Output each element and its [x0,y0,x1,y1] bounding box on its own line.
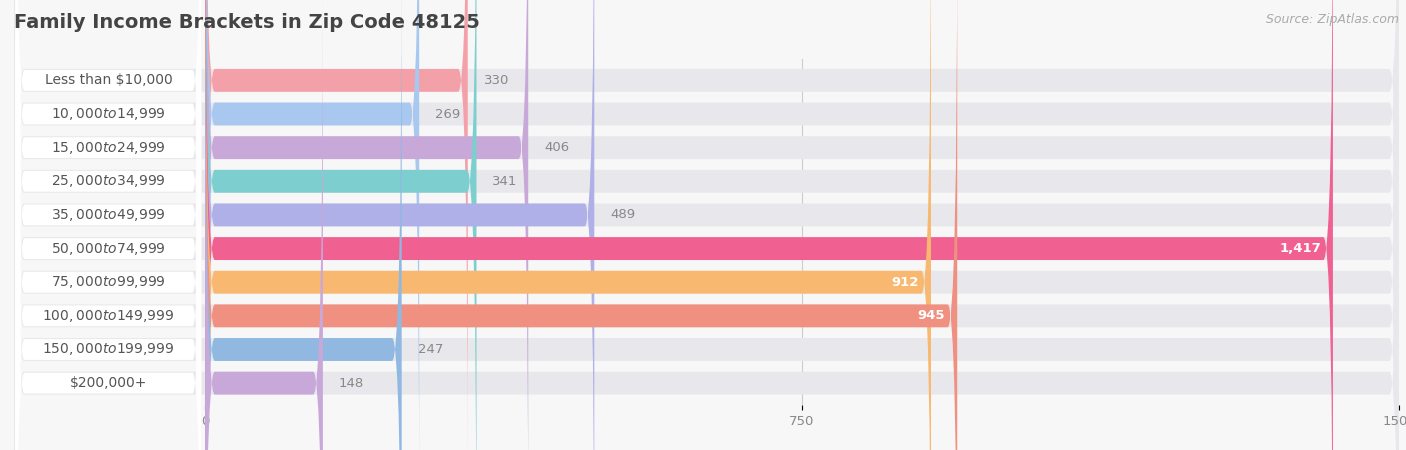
FancyBboxPatch shape [205,0,402,450]
Text: 330: 330 [484,74,509,87]
FancyBboxPatch shape [14,0,1399,450]
FancyBboxPatch shape [14,0,1399,450]
Text: 148: 148 [339,377,364,390]
Text: $75,000 to $99,999: $75,000 to $99,999 [51,274,166,290]
FancyBboxPatch shape [15,0,201,450]
FancyBboxPatch shape [14,0,1399,450]
Text: $200,000+: $200,000+ [70,376,148,390]
Text: $100,000 to $149,999: $100,000 to $149,999 [42,308,174,324]
Text: 945: 945 [918,309,945,322]
FancyBboxPatch shape [14,0,1399,450]
FancyBboxPatch shape [15,0,201,450]
Text: 341: 341 [492,175,517,188]
Text: Less than $10,000: Less than $10,000 [45,73,173,87]
FancyBboxPatch shape [205,0,419,450]
FancyBboxPatch shape [14,0,1399,450]
Text: $25,000 to $34,999: $25,000 to $34,999 [51,173,166,189]
FancyBboxPatch shape [14,0,1399,450]
FancyBboxPatch shape [14,0,1399,450]
FancyBboxPatch shape [14,0,1399,450]
FancyBboxPatch shape [205,0,529,450]
FancyBboxPatch shape [15,0,201,450]
Text: 489: 489 [610,208,636,221]
FancyBboxPatch shape [205,0,595,450]
Text: $35,000 to $49,999: $35,000 to $49,999 [51,207,166,223]
Text: $15,000 to $24,999: $15,000 to $24,999 [51,140,166,156]
FancyBboxPatch shape [205,0,468,450]
FancyBboxPatch shape [205,0,931,450]
Text: $50,000 to $74,999: $50,000 to $74,999 [51,241,166,256]
FancyBboxPatch shape [205,0,323,450]
FancyBboxPatch shape [14,0,1399,450]
Text: 912: 912 [891,276,920,289]
FancyBboxPatch shape [15,0,201,450]
FancyBboxPatch shape [15,0,201,450]
FancyBboxPatch shape [205,0,957,450]
FancyBboxPatch shape [205,0,477,450]
FancyBboxPatch shape [15,0,201,450]
FancyBboxPatch shape [15,0,201,433]
FancyBboxPatch shape [15,0,201,450]
Text: Family Income Brackets in Zip Code 48125: Family Income Brackets in Zip Code 48125 [14,14,479,32]
Text: $10,000 to $14,999: $10,000 to $14,999 [51,106,166,122]
Text: Source: ZipAtlas.com: Source: ZipAtlas.com [1265,14,1399,27]
FancyBboxPatch shape [15,0,201,450]
FancyBboxPatch shape [14,0,1399,450]
Text: 247: 247 [418,343,443,356]
Text: 406: 406 [544,141,569,154]
FancyBboxPatch shape [205,0,1333,450]
Text: 1,417: 1,417 [1279,242,1322,255]
Text: 269: 269 [434,108,460,121]
FancyBboxPatch shape [15,30,201,450]
Text: $150,000 to $199,999: $150,000 to $199,999 [42,342,174,357]
